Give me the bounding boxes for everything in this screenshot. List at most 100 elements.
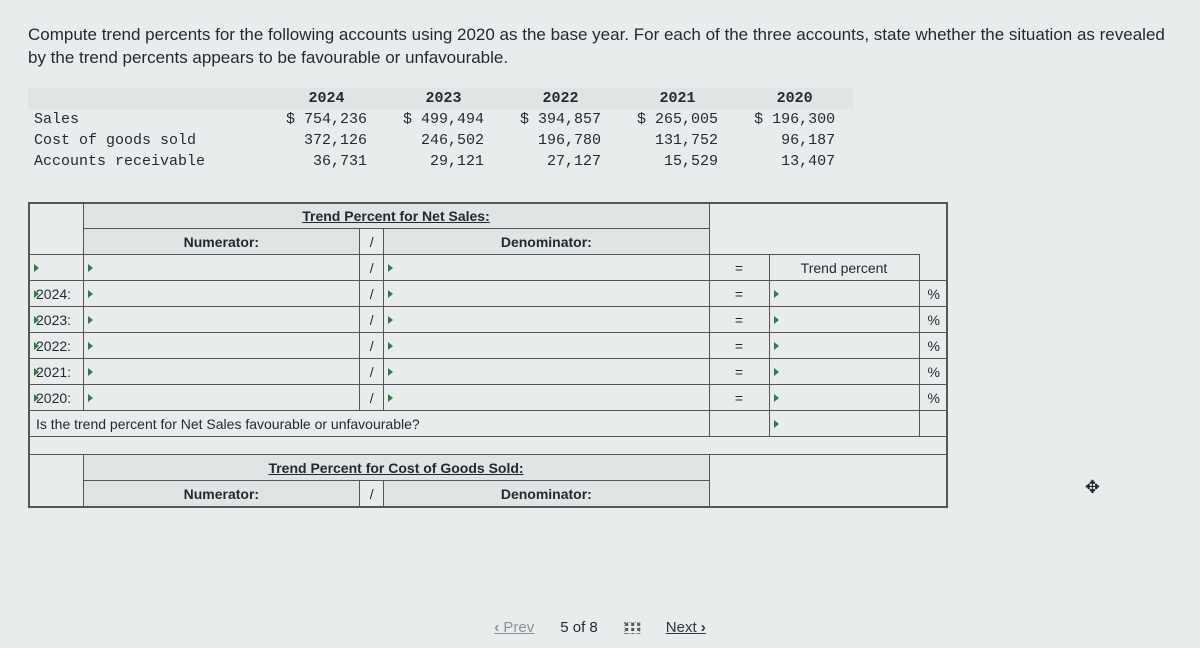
spacer — [29, 437, 947, 455]
result-input[interactable] — [769, 385, 919, 411]
spacer — [709, 411, 769, 437]
cell: 372,126 — [268, 130, 385, 151]
cursor-icon: ✥ — [1085, 477, 1100, 498]
next-button[interactable]: Next — [666, 619, 706, 636]
op-divide: / — [360, 481, 384, 507]
spacer — [919, 203, 947, 229]
row-selector[interactable] — [29, 255, 83, 281]
year-label[interactable]: 2020: — [29, 385, 83, 411]
cell: $ 394,857 — [502, 109, 619, 130]
denominator-input[interactable] — [384, 333, 709, 359]
op-divide: / — [360, 333, 384, 359]
result-input[interactable] — [769, 307, 919, 333]
denominator-input[interactable] — [384, 307, 709, 333]
op-divide: / — [360, 385, 384, 411]
trend-percent-header: Trend percent — [769, 255, 919, 281]
year-label[interactable]: 2021: — [29, 359, 83, 385]
year-label[interactable]: 2024: — [29, 281, 83, 307]
op-equals: = — [709, 255, 769, 281]
numerator-input[interactable] — [83, 333, 360, 359]
spacer — [919, 411, 947, 437]
percent-sign: % — [919, 281, 947, 307]
row-label: Sales — [28, 109, 268, 130]
numerator-label: Numerator: — [83, 481, 360, 507]
cell: 27,127 — [502, 151, 619, 172]
numerator-input[interactable] — [83, 281, 360, 307]
denominator-input[interactable] — [384, 281, 709, 307]
result-input[interactable] — [769, 281, 919, 307]
numerator-input[interactable] — [83, 359, 360, 385]
op-divide: / — [360, 307, 384, 333]
spacer — [769, 481, 919, 507]
spacer — [919, 455, 947, 481]
percent-sign: % — [919, 333, 947, 359]
op-equals: = — [709, 307, 769, 333]
spacer — [709, 229, 769, 255]
section-title: Trend Percent for Net Sales: — [83, 203, 709, 229]
row-label: Accounts receivable — [28, 151, 268, 172]
numerator-input[interactable] — [83, 255, 360, 281]
row-label: Cost of goods sold — [28, 130, 268, 151]
op-divide: / — [360, 229, 384, 255]
cell: 131,752 — [619, 130, 736, 151]
cell: 36,731 — [268, 151, 385, 172]
op-divide: / — [360, 281, 384, 307]
percent-sign: % — [919, 359, 947, 385]
spacer — [769, 455, 919, 481]
percent-sign: % — [919, 307, 947, 333]
nav-bar: Prev 5 of 8 Next — [494, 619, 706, 636]
cell: 196,780 — [502, 130, 619, 151]
denominator-label: Denominator: — [384, 481, 709, 507]
data-header-blank — [28, 88, 268, 109]
numerator-input[interactable] — [83, 307, 360, 333]
cell: $ 196,300 — [736, 109, 853, 130]
op-equals: = — [709, 333, 769, 359]
section-title: Trend Percent for Cost of Goods Sold: — [83, 455, 709, 481]
cell: $ 754,236 — [268, 109, 385, 130]
grid-icon[interactable] — [624, 622, 640, 634]
denominator-input[interactable] — [384, 255, 709, 281]
cell: $ 265,005 — [619, 109, 736, 130]
accounts-data-table: 2024 2023 2022 2021 2020 Sales $ 754,236… — [28, 88, 853, 172]
denominator-input[interactable] — [384, 359, 709, 385]
data-header-year: 2023 — [385, 88, 502, 109]
result-input[interactable] — [769, 359, 919, 385]
spacer — [769, 229, 919, 255]
spacer — [709, 203, 769, 229]
favourable-question: Is the trend percent for Net Sales favou… — [29, 411, 709, 437]
table-row: Accounts receivable 36,731 29,121 27,127… — [28, 151, 853, 172]
spacer — [29, 455, 83, 481]
spacer — [919, 255, 947, 281]
page-position: 5 of 8 — [560, 619, 598, 636]
spacer — [919, 481, 947, 507]
cell: $ 499,494 — [385, 109, 502, 130]
data-header-year: 2020 — [736, 88, 853, 109]
op-equals: = — [709, 281, 769, 307]
op-equals: = — [709, 359, 769, 385]
table-row: Sales $ 754,236 $ 499,494 $ 394,857 $ 26… — [28, 109, 853, 130]
favourable-input[interactable] — [769, 411, 919, 437]
data-header-year: 2024 — [268, 88, 385, 109]
spacer — [29, 229, 83, 255]
numerator-label: Numerator: — [83, 229, 360, 255]
result-input[interactable] — [769, 333, 919, 359]
denominator-label: Denominator: — [384, 229, 709, 255]
data-header-year: 2021 — [619, 88, 736, 109]
year-label[interactable]: 2022: — [29, 333, 83, 359]
numerator-input[interactable] — [83, 385, 360, 411]
percent-sign: % — [919, 385, 947, 411]
table-row: Cost of goods sold 372,126 246,502 196,7… — [28, 130, 853, 151]
worksheet-net-sales: Trend Percent for Net Sales: Numerator: … — [28, 202, 948, 508]
cell: 13,407 — [736, 151, 853, 172]
prev-button[interactable]: Prev — [494, 619, 534, 636]
spacer — [29, 481, 83, 507]
spacer — [769, 203, 919, 229]
cell: 15,529 — [619, 151, 736, 172]
question-prompt: Compute trend percents for the following… — [28, 24, 1172, 70]
denominator-input[interactable] — [384, 385, 709, 411]
year-label[interactable]: 2023: — [29, 307, 83, 333]
op-equals: = — [709, 385, 769, 411]
spacer — [709, 481, 769, 507]
spacer — [709, 455, 769, 481]
op-divide: / — [360, 359, 384, 385]
